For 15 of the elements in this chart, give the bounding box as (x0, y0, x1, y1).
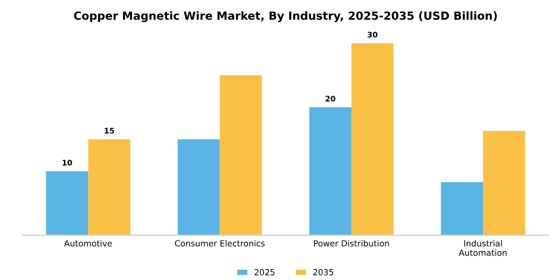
x-tick-label: Automotive (64, 240, 112, 247)
chart-title: Copper Magnetic Wire Market, By Industry, 2025-2035 (USD Billion) (74, 11, 497, 22)
bar (309, 107, 352, 236)
bar (483, 130, 526, 236)
x-tick-label: Industrial Automation (458, 240, 507, 256)
x-tick-label: Consumer Electronics (174, 240, 265, 247)
bar (88, 139, 130, 236)
bar (440, 182, 483, 236)
bar (351, 43, 394, 236)
legend-label: 2025 (254, 269, 274, 276)
bar (46, 171, 88, 236)
legend-label: 2035 (313, 269, 334, 276)
bar (178, 139, 220, 236)
x-tick-label: Power Distribution (314, 240, 389, 247)
bar (220, 75, 262, 236)
